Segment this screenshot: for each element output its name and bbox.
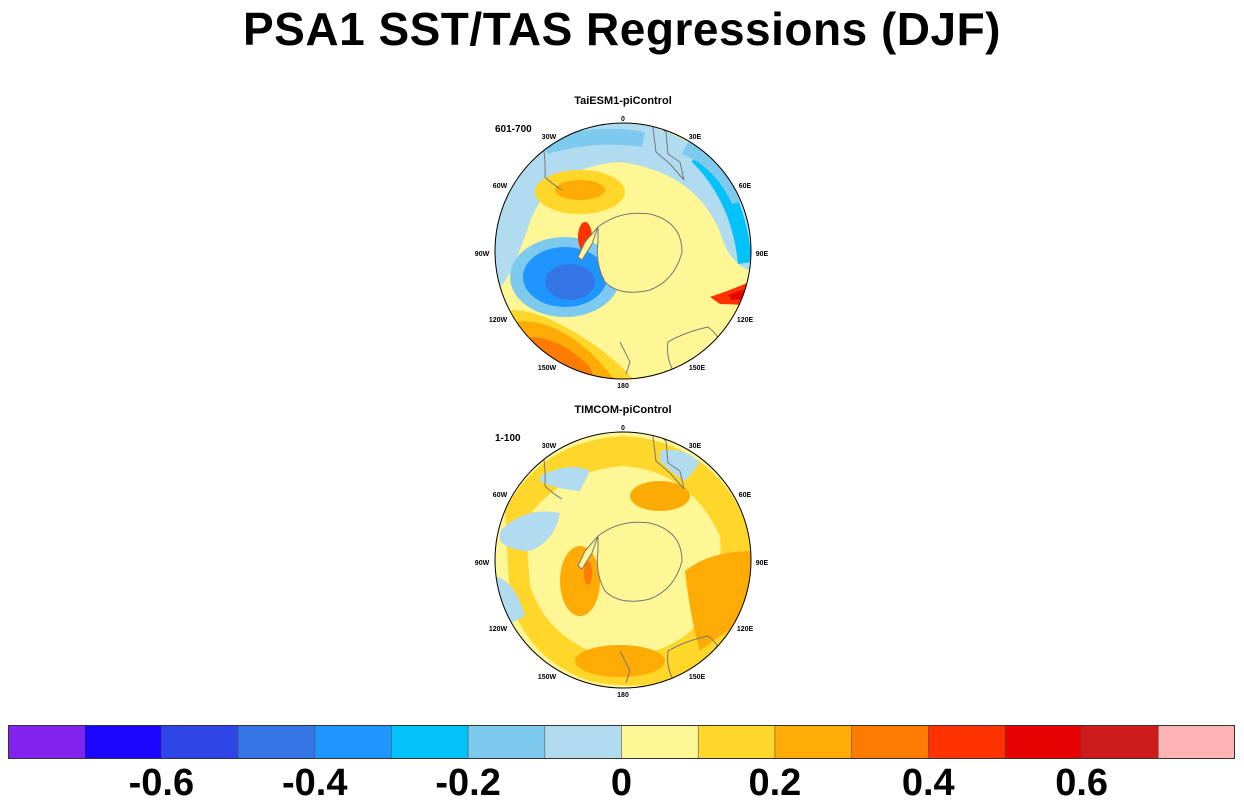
lon-label: 30W [542,443,557,450]
lon-label: 180 [617,692,629,699]
colorbar-swatch [161,725,239,759]
colorbar-outline [8,725,1235,759]
lon-label: 60E [739,492,752,499]
panel-title: TIMCOM-piControl [574,404,672,416]
colorbar-swatch [851,725,930,759]
colorbar-tick-label: 0.4 [901,762,955,804]
colorbar-swatch [697,725,776,759]
colorbar-swatch [84,725,163,759]
colorbar-swatch [467,725,546,759]
lon-label: 30E [689,134,702,141]
colorbar-swatch [237,725,316,759]
colorbar-swatch [8,725,86,759]
lon-label: 90E [756,251,769,258]
polar-map: 0 30E 60E 90E 120E 150E 180 150W 120W 90… [475,425,769,699]
lon-label: 60E [739,183,752,190]
lon-label: 120E [737,317,754,324]
lon-label: 0 [621,425,625,432]
lon-label: 150W [538,365,557,372]
lon-label: 90E [756,560,769,567]
lon-label: 120W [489,317,508,324]
colorbar-tick-label: 0 [610,762,633,804]
lon-label: 30W [542,134,557,141]
colorbar-swatch [1081,725,1160,759]
longitude-labels: 0 30E 60E 90E 120E 150E 180 150W 120W 90… [475,116,769,390]
colorbar-swatch [544,725,623,759]
lon-label: 30E [689,443,702,450]
lon-label: 90W [475,251,490,258]
panel-years: 601-700 [495,124,532,135]
lon-label: 60W [493,492,508,499]
lon-label: 150W [538,674,557,681]
colorbar-tick-label: 0.6 [1055,762,1109,804]
panel-title: TaiESM1-piControl [574,95,672,107]
colorbar-swatch [1158,725,1235,759]
lon-label: 90W [475,560,490,567]
lon-label: 180 [617,383,629,390]
longitude-labels: 0 30E 60E 90E 120E 150E 180 150W 120W 90… [475,425,769,699]
colorbar-swatch [774,725,853,759]
lon-label: 0 [621,116,625,123]
lon-label: 150E [689,674,706,681]
panel-timcom: TIMCOM-piControl 1-100 [470,401,776,701]
colorbar-swatch [314,725,393,759]
colorbar-tick-label: -0.6 [128,762,195,804]
figure-title: PSA1 SST/TAS Regressions (DJF) [243,3,1001,55]
lon-label: 150E [689,365,706,372]
colorbar-swatch [391,725,469,759]
lon-label: 60W [493,183,508,190]
colorbar-tick-label: 0.2 [748,762,802,804]
colorbar-swatch [927,725,1006,759]
colorbar-tick-label: -0.4 [282,762,348,804]
colorbar-tick-label: -0.2 [435,762,501,804]
colorbar-swatch [1004,725,1083,759]
colorbar-swatch [621,725,699,759]
panel-taiesm1: TaiESM1-piControl 601-700 [470,92,776,392]
lon-label: 120W [489,626,508,633]
colorbar [8,725,1235,759]
panel-years: 1-100 [495,433,521,444]
polar-map: 0 30E 60E 90E 120E 150E 180 150W 120W 90… [475,116,769,390]
lon-label: 120E [737,626,754,633]
